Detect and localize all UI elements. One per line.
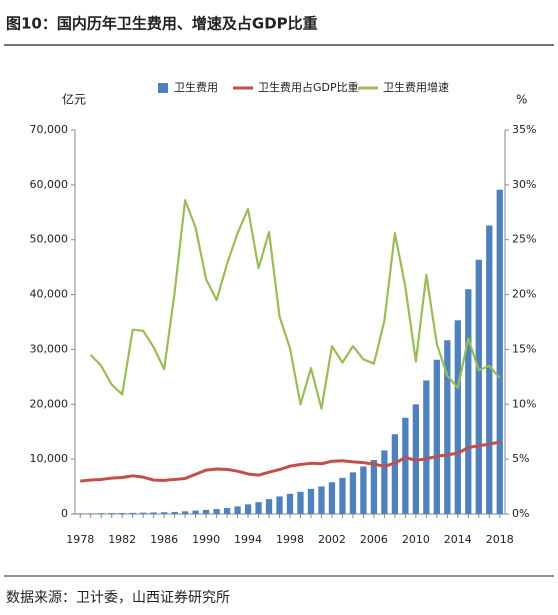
y-tick-label: 50,000 [30,233,69,246]
bar [307,488,315,514]
bar [454,320,461,514]
legend-label: 卫生费用 [174,80,218,94]
bar [297,491,304,514]
bar [119,513,126,514]
bar [192,510,199,514]
bar [486,225,493,514]
bar [402,417,409,514]
bar [108,513,115,514]
bar [276,496,283,514]
bar [444,340,451,514]
bar [202,509,210,514]
y2-tick-label: 5% [512,452,529,465]
y2-tick-label: 0% [512,507,529,520]
y2-axis-label: % [516,93,527,107]
x-tick-label: 1990 [192,533,220,546]
bar [98,513,105,514]
bar [318,486,325,514]
bar [286,493,294,514]
x-tick-label: 2018 [486,533,514,546]
x-tick-label: 2002 [318,533,346,546]
bar [234,506,241,514]
bar [370,460,378,514]
y-tick-label: 0 [61,507,68,520]
bar [87,513,94,514]
bar [265,499,273,514]
y-tick-label: 10,000 [30,452,69,465]
legend-label: 卫生费用增速 [383,80,449,94]
x-tick-label: 1978 [66,533,94,546]
y-tick-label: 70,000 [30,123,69,136]
bar [423,380,430,514]
chart-title: 图10：国内历年卫生费用、增速及占GDP比重 [6,15,318,33]
bar [328,482,336,514]
bar [171,511,178,514]
x-tick-label: 1982 [108,533,136,546]
y2-tick-label: 15% [512,342,536,355]
bar [360,466,367,514]
bar [255,502,262,514]
bar [213,509,220,514]
x-tick-label: 1998 [276,533,304,546]
y-axis-label: 亿元 [62,92,86,107]
x-tick-label: 2014 [444,533,472,546]
bar [496,189,503,515]
bar [77,513,84,514]
bar [475,259,482,514]
y-tick-label: 60,000 [30,178,69,191]
bar [223,507,231,514]
source: 数据来源：卫计委，山西证券研究所 [6,590,230,606]
bar [381,450,388,514]
y-tick-label: 40,000 [30,288,69,301]
y2-tick-label: 25% [512,233,536,246]
legend-label: 卫生费用占GDP比重 [258,80,359,94]
y-tick-label: 20,000 [30,397,69,410]
y2-tick-label: 10% [512,397,536,410]
bar [349,472,357,514]
x-tick-label: 2010 [402,533,430,546]
y-tick-label: 30,000 [30,342,69,355]
x-tick-label: 2006 [360,533,388,546]
bar [140,512,147,514]
bar [391,434,399,514]
x-tick-label: 1994 [234,533,262,546]
line-series [89,199,501,410]
line-series [80,440,501,483]
bar [129,512,136,514]
bar [465,289,472,514]
bar [339,477,346,514]
bar [244,504,252,514]
y2-tick-label: 20% [512,288,536,301]
legend-swatch [158,83,168,93]
bar [150,512,157,514]
bar [181,511,189,514]
bar [161,512,168,514]
y2-tick-label: 30% [512,178,536,191]
x-tick-label: 1986 [150,533,178,546]
bar [433,359,440,514]
y2-tick-label: 35% [512,123,536,136]
